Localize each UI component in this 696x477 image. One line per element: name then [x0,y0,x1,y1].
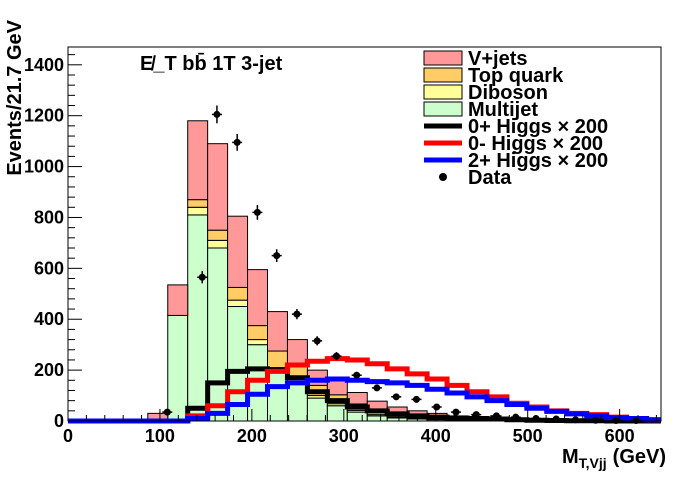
data-point-22 [612,417,619,424]
data-point-3 [234,139,241,146]
y-tick-label-1200: 1200 [24,106,64,126]
data-point-0 [164,409,171,416]
bar-multijet-10 [268,373,288,421]
data-point-14 [452,409,459,416]
data-point-8 [333,353,340,360]
bar-top-quark-7 [208,230,228,240]
y-tick-label-600: 600 [34,258,64,278]
y-tick-label-800: 800 [34,207,64,227]
bar-multijet-9 [248,345,268,421]
legend-swatch-multijet [424,102,462,116]
x-tick-label-200: 200 [237,426,267,446]
bar-v-jets-5 [168,285,188,316]
data-point-7 [314,337,321,344]
data-point-20 [572,416,579,423]
x-tick-label-500: 500 [513,426,543,446]
data-point-11 [393,393,400,400]
bar-top-quark-10 [268,351,288,368]
bar-multijet-7 [208,248,228,421]
bar-v-jets-13 [327,381,347,395]
bar-v-jets-8 [228,216,248,287]
bar-v-jets-11 [287,340,307,365]
bar-diboson-7 [208,240,228,248]
bar-diboson-6 [188,207,208,215]
x-tick-label-400: 400 [421,426,451,446]
bar-multijet-6 [188,215,208,421]
legend-swatch-v-jets [424,51,462,65]
data-point-5 [273,252,280,259]
bar-multijet-13 [327,406,347,421]
x-axis-title-main: M [562,446,579,468]
data-point-2 [213,111,220,118]
bar-v-jets-12 [307,370,327,385]
bar-v-jets-7 [208,144,228,231]
legend-label-data: Data [468,167,512,189]
bar-top-quark-9 [248,326,268,340]
x-tick-label-0: 0 [63,426,73,446]
y-tick-label-400: 400 [34,309,64,329]
data-point-4 [254,209,261,216]
y-axis-title: Events/21.7 GeV [4,19,26,175]
y-tick-label-200: 200 [34,360,64,380]
x-tick-label-100: 100 [145,426,175,446]
bar-multijet-14 [347,412,367,421]
data-point-12 [413,396,420,403]
legend-swatch-data [439,173,447,181]
y-tick-label-1000: 1000 [24,157,64,177]
data-point-21 [592,417,599,424]
bar-multijet-11 [287,383,307,421]
bar-top-quark-6 [188,200,208,208]
bar-v-jets-9 [248,270,268,326]
data-point-23 [633,417,640,424]
bar-diboson-8 [228,300,248,306]
plot-background [68,47,661,421]
y-tick-label-0: 0 [54,411,64,431]
y-tick-label-1400: 1400 [24,55,64,75]
bar-v-jets-10 [268,312,288,351]
data-point-9 [353,372,360,379]
data-point-1 [199,274,206,281]
x-axis-title: MT,Vjj (GeV) [562,446,666,471]
bar-multijet-5 [168,315,188,421]
legend-swatch-top-quark [424,68,462,82]
plot-label: E̸_T bb̄ 1T 3-jet [140,53,283,75]
x-axis-title-sub: T,Vjj [579,455,607,471]
data-point-10 [373,384,380,391]
bar-multijet-15 [367,416,387,421]
data-point-16 [493,412,500,419]
data-point-15 [473,411,480,418]
bar-v-jets-14 [347,393,367,404]
x-tick-label-300: 300 [329,426,359,446]
bar-multijet-12 [307,398,327,421]
data-point-6 [293,311,300,318]
data-point-13 [433,404,440,411]
data-point-17 [512,414,519,421]
legend-swatch-diboson [424,85,462,99]
bar-diboson-9 [248,340,268,345]
x-axis-title-unit: (GeV) [613,446,666,468]
bar-top-quark-8 [228,287,248,300]
bar-v-jets-6 [188,121,208,200]
plot-area [68,47,661,421]
x-tick-label-600: 600 [605,426,635,446]
